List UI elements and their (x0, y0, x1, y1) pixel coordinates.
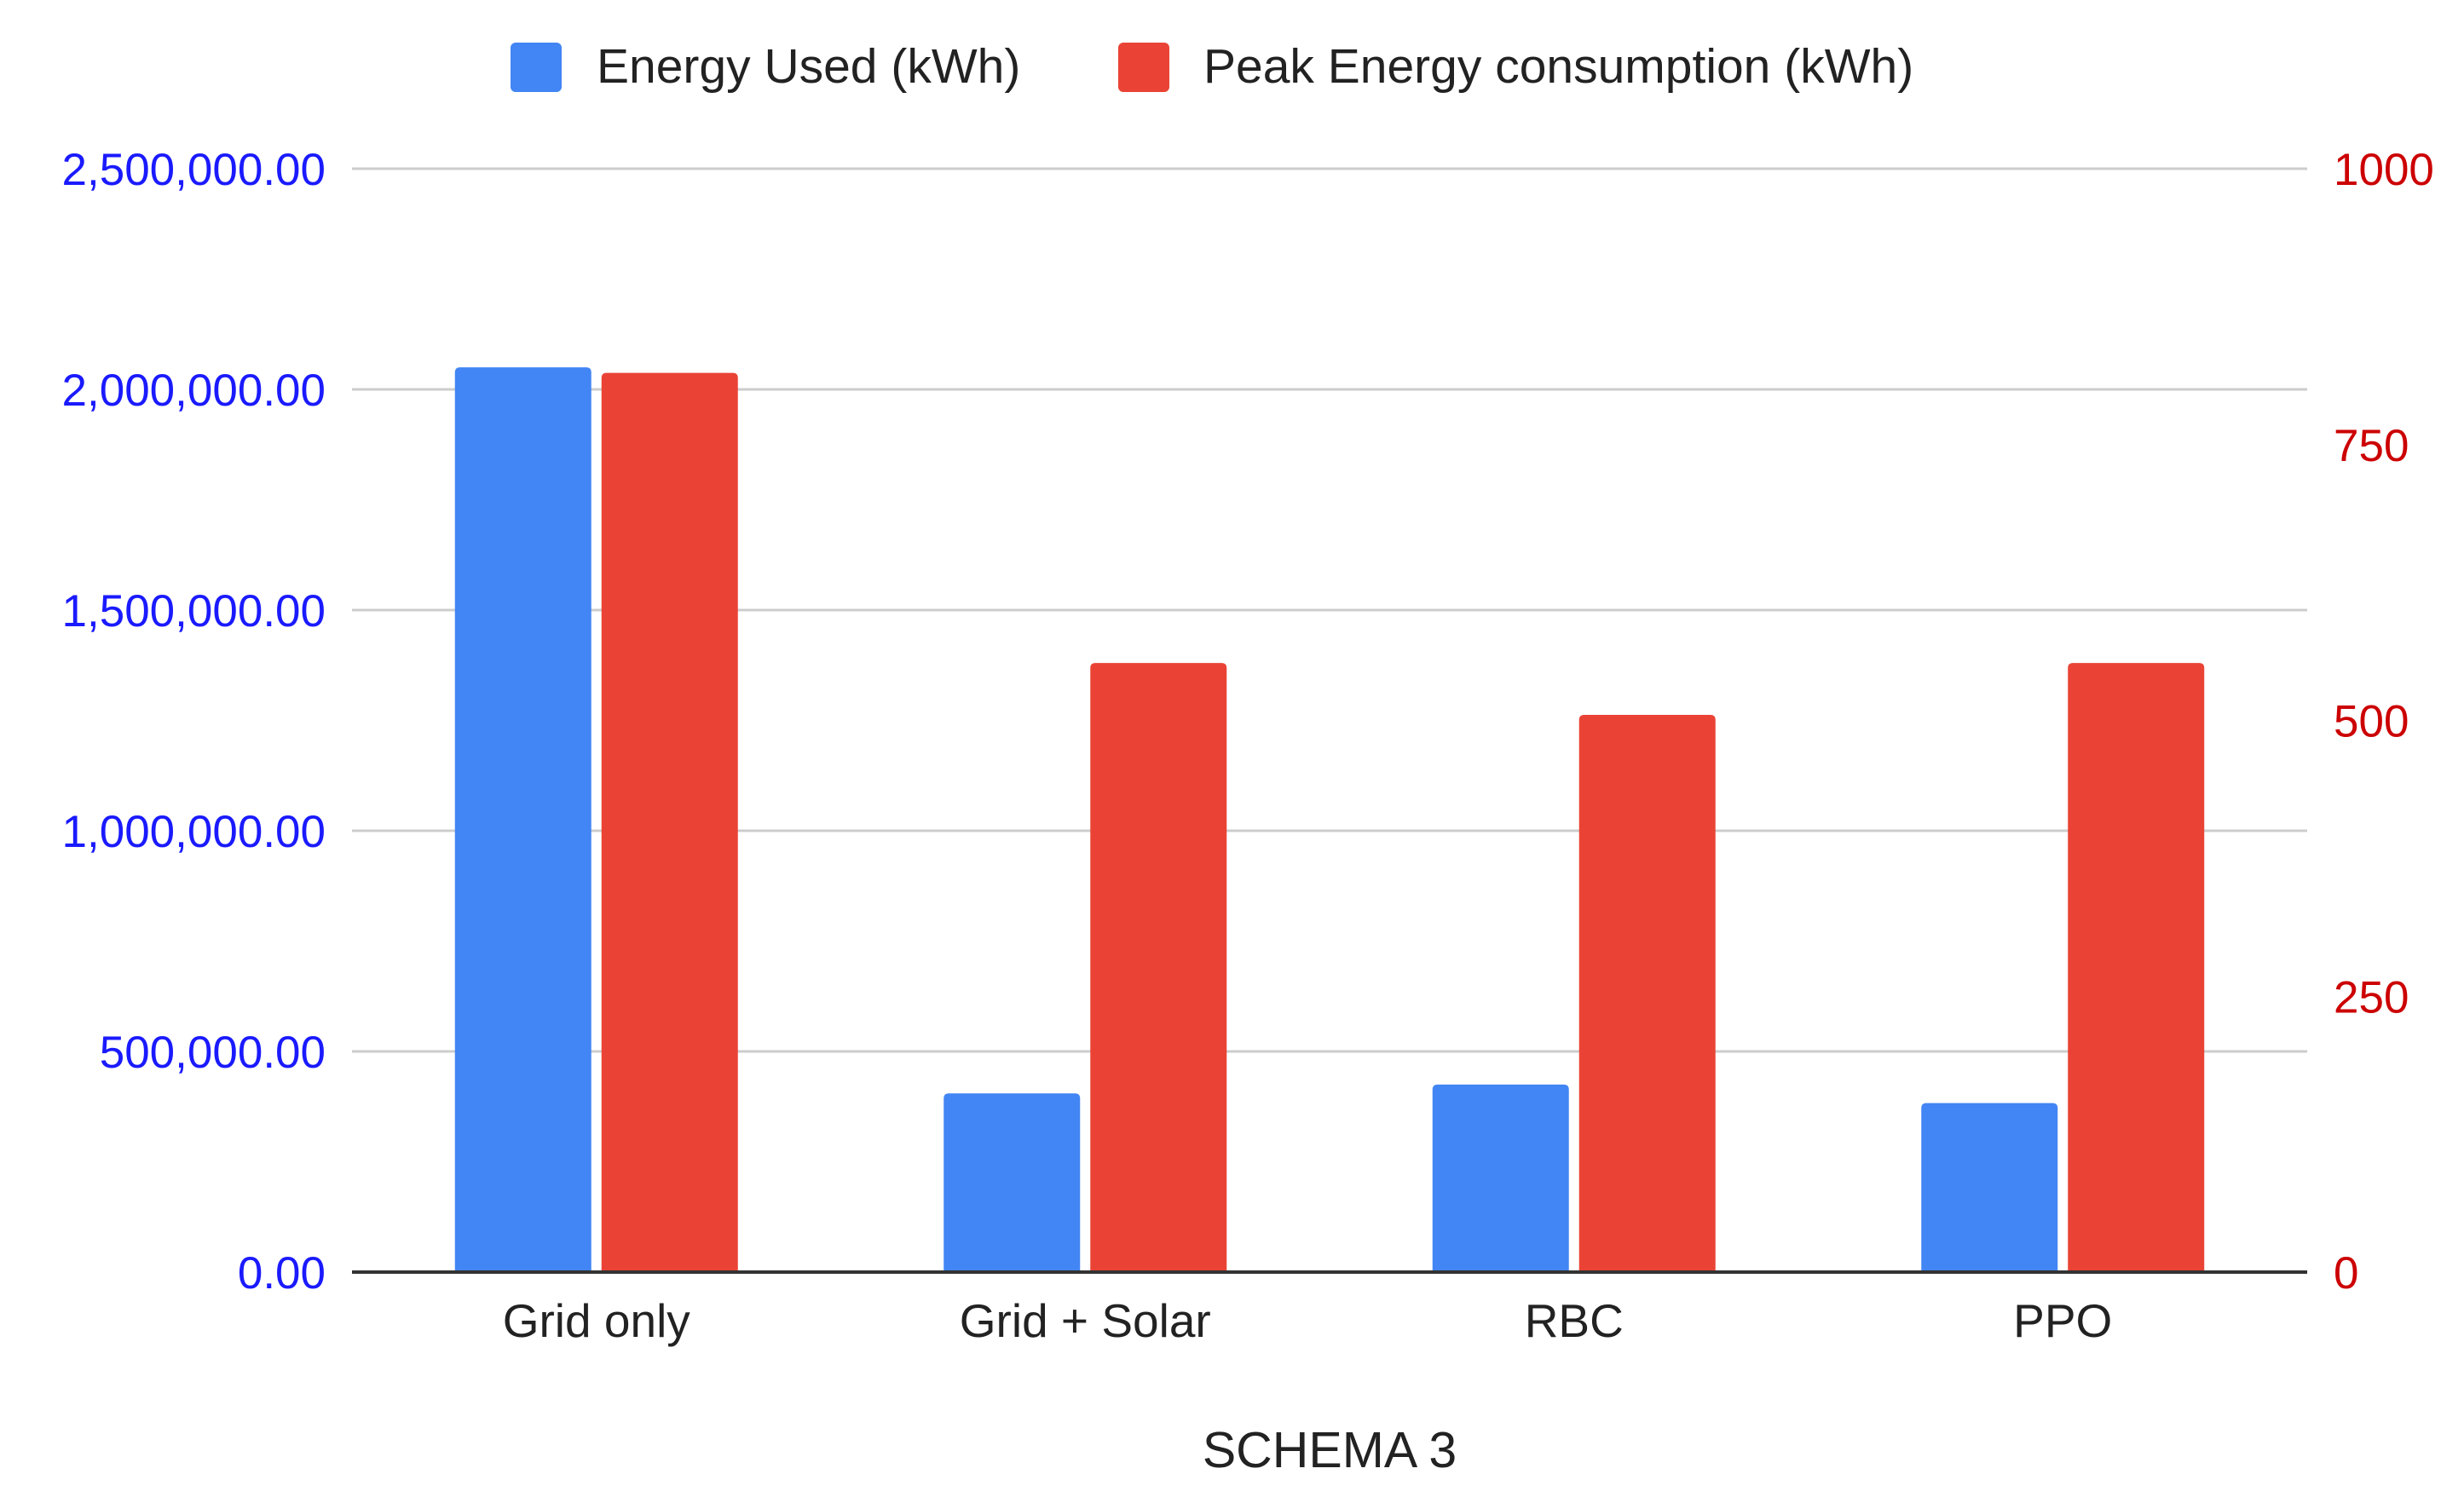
bar-energy-used (1432, 1084, 1569, 1272)
legend-label-energy-used: Energy Used (kWh) (597, 39, 1020, 94)
bar-peak-energy (601, 372, 738, 1273)
legend-label-peak-energy: Peak Energy consumption (kWh) (1203, 39, 1913, 94)
y-left-tick-label: 1,000,000.00 (62, 807, 326, 857)
bar-energy-used (1921, 1103, 2058, 1272)
bar-peak-energy (2068, 663, 2205, 1272)
bar-peak-energy (1090, 663, 1227, 1272)
y-left-tick-label: 2,000,000.00 (62, 366, 326, 416)
y-right-tick-label: 250 (2334, 972, 2409, 1022)
x-tick-label: Grid only (503, 1294, 691, 1347)
axes: 0.00 500,000.00 1,000,000.00 1,500,000.00 2,… (62, 145, 2434, 1347)
legend-entry-energy-used: Energy Used (kWh) (511, 39, 1020, 94)
legend-swatch-energy-used (511, 43, 562, 92)
y-left-tick-label: 2,500,000.00 (62, 145, 326, 195)
y-left-tick-label: 500,000.00 (100, 1028, 326, 1078)
x-tick-label: PPO (2013, 1294, 2112, 1347)
legend-entry-peak-energy: Peak Energy consumption (kWh) (1118, 39, 1913, 94)
y-right-tick-label: 750 (2334, 421, 2409, 471)
legend: Energy Used (kWh) Peak Energy consumptio… (511, 39, 1913, 94)
bars (454, 367, 2205, 1273)
y-right-tick-label: 500 (2334, 697, 2409, 747)
y-left-tick-label: 1,500,000.00 (62, 586, 326, 636)
bar-energy-used (454, 367, 591, 1273)
x-tick-label: RBC (1525, 1294, 1624, 1347)
y-right-tick-label: 1000 (2334, 145, 2434, 195)
bar-energy-used (943, 1093, 1081, 1272)
y-right-tick-label: 0 (2334, 1248, 2358, 1299)
y-left-tick-label: 0.00 (238, 1248, 326, 1299)
legend-swatch-peak-energy (1118, 43, 1169, 92)
bar-peak-energy (1578, 715, 1716, 1272)
x-tick-label: Grid + Solar (960, 1294, 1211, 1347)
x-axis-title: SCHEMA 3 (1203, 1422, 1457, 1478)
